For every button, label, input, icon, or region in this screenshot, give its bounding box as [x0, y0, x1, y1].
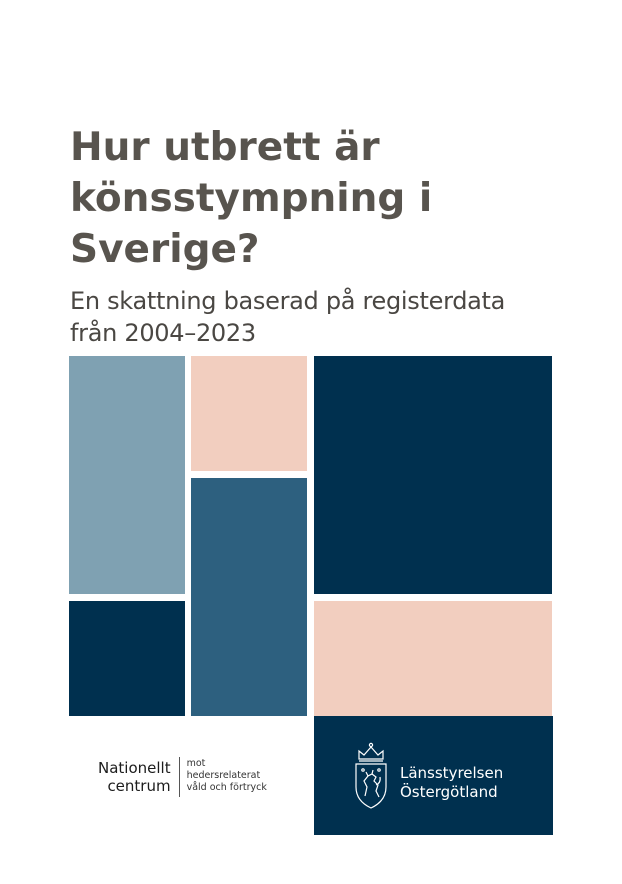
- subtitle-line: En skattning baserad på registerdata: [70, 287, 506, 315]
- coat-of-arms-icon: [355, 742, 387, 809]
- cover-title: Hur utbrett är könsstympning i Sverige?: [70, 122, 490, 275]
- cover-subtitle: En skattning baserad på registerdata frå…: [70, 285, 540, 349]
- nc-desc-line: våld och förtryck: [186, 782, 267, 793]
- nc-name-line: Nationellt: [98, 759, 171, 777]
- nc-description: mot hedersrelaterat våld och förtryck: [187, 758, 267, 794]
- decorative-block-light-blue: [69, 356, 185, 594]
- lansstyrelsen-name: Länsstyrelsen Östergötland: [400, 764, 503, 802]
- decorative-block-peach-small: [191, 356, 307, 471]
- nc-name: Nationellt centrum: [98, 759, 171, 795]
- nc-divider: [178, 757, 180, 797]
- title-line: könsstympning i: [70, 176, 433, 221]
- nc-desc-line: hedersrelaterat: [186, 770, 261, 781]
- subtitle-line: från 2004–2023: [70, 319, 256, 347]
- title-line: Sverige?: [70, 227, 260, 272]
- lansstyrelsen-logo-panel: [314, 716, 553, 835]
- nationellt-centrum-logo: Nationellt centrum mot hedersrelaterat v…: [98, 756, 267, 798]
- decorative-block-peach-wide: [314, 601, 552, 716]
- decorative-block-navy-large: [314, 356, 552, 594]
- title-line: Hur utbrett är: [70, 125, 380, 170]
- nc-desc-line: mot: [186, 758, 206, 769]
- lst-name-line: Östergötland: [400, 783, 498, 801]
- nc-name-line: centrum: [107, 777, 171, 795]
- decorative-block-mid-blue: [191, 478, 307, 716]
- decorative-block-navy-small: [69, 601, 185, 716]
- lst-name-line: Länsstyrelsen: [400, 764, 504, 782]
